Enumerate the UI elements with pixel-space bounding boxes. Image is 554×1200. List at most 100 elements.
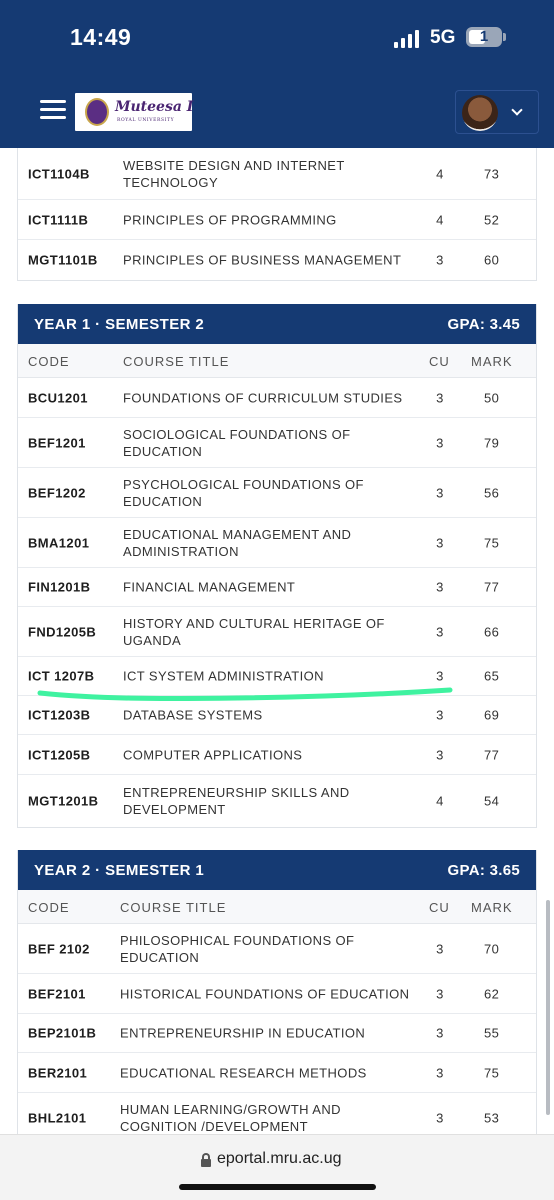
column-mark: MARK [471, 900, 513, 915]
course-title: FINANCIAL MANAGEMENT [123, 579, 296, 595]
semester-card-y1s2: YEAR 1 · SEMESTER 2 GPA: 3.45 CODE COURS… [17, 304, 537, 828]
course-code: ICT1205B [28, 747, 91, 762]
course-mark: 54 [484, 793, 500, 809]
course-title: EDUCATIONAL RESEARCH METHODS [120, 1065, 367, 1080]
course-mark: 66 [484, 624, 500, 639]
semester-gpa: GPA: 3.65 [447, 862, 520, 879]
course-code: BMA1201 [28, 535, 90, 550]
course-title: WEBSITE DESIGN AND INTERNET TECHNOLOGY [123, 157, 345, 190]
course-cu: 3 [436, 579, 444, 595]
home-indicator[interactable] [179, 1184, 376, 1190]
browser-bottom-bar: eportal.mru.ac.ug [0, 1134, 554, 1200]
logo-subtitle: ROYAL UNIVERSITY [117, 118, 175, 123]
highlight-stroke [37, 687, 453, 701]
table-row: BEF2101 HISTORICAL FOUNDATIONS OF EDUCAT… [18, 974, 536, 1014]
course-code: BEF2101 [28, 986, 86, 1001]
course-code: BHL2101 [28, 1110, 87, 1126]
course-code: ICT 1207B [28, 668, 95, 684]
table-row: FND1205B HISTORY AND CULTURAL HERITAGE O… [18, 607, 536, 657]
semester-header: YEAR 1 · SEMESTER 2 GPA: 3.45 [18, 304, 536, 344]
course-mark: 62 [484, 986, 500, 1001]
table-row: ICT1111B PRINCIPLES OF PROGRAMMING 4 52 [18, 200, 536, 240]
table-header: CODE COURSE TITLE CU MARK [18, 890, 536, 924]
course-code: MGT1201B [28, 793, 99, 809]
course-mark: 56 [484, 485, 500, 500]
avatar [462, 95, 498, 131]
course-title: COMPUTER APPLICATIONS [123, 747, 303, 762]
status-time: 14:49 [70, 24, 132, 50]
course-title: FOUNDATIONS OF CURRICULUM STUDIES [123, 390, 403, 405]
course-title: PRINCIPLES OF BUSINESS MANAGEMENT [123, 252, 402, 268]
course-code: ICT1111B [28, 212, 89, 227]
course-code: BEF1201 [28, 435, 86, 450]
table-row: BEP2101B ENTREPRENEURSHIP IN EDUCATION 3… [18, 1014, 536, 1053]
course-mark: 53 [484, 1110, 500, 1126]
course-title: SOCIOLOGICAL FOUNDATIONS OF EDUCATION [123, 426, 351, 459]
lock-icon [201, 1153, 211, 1167]
course-title: HUMAN LEARNING/GROWTH AND COGNITION /DEV… [120, 1102, 341, 1134]
results-content[interactable]: ICT1104B WEBSITE DESIGN AND INTERNET TEC… [0, 148, 554, 1134]
course-code: ICT1104B [28, 166, 90, 181]
table-row: BEF1201 SOCIOLOGICAL FOUNDATIONS OF EDUC… [18, 418, 536, 468]
course-title: HISTORICAL FOUNDATIONS OF EDUCATION [120, 986, 410, 1001]
course-cu: 4 [436, 793, 444, 809]
crest-icon [85, 98, 109, 126]
course-title: ICT SYSTEM ADMINISTRATION [123, 668, 324, 684]
column-title: COURSE TITLE [120, 900, 227, 915]
user-menu-button[interactable] [455, 90, 539, 134]
course-cu: 3 [436, 747, 444, 762]
university-logo[interactable]: Muteesa I ROYAL UNIVERSITY [75, 93, 194, 131]
table-row: ICT1205B COMPUTER APPLICATIONS 3 77 [18, 735, 536, 775]
column-mark: MARK [471, 354, 513, 369]
course-mark: 50 [484, 390, 500, 405]
url-text[interactable]: eportal.mru.ac.ug [217, 1150, 342, 1167]
course-cu: 3 [436, 668, 444, 684]
course-code: ICT1203B [28, 707, 91, 723]
course-title: PRINCIPLES OF PROGRAMMING [123, 212, 337, 227]
battery-icon: 1 [466, 27, 502, 47]
table-row: BER2101 EDUCATIONAL RESEARCH METHODS 3 7… [18, 1053, 536, 1093]
course-title: PSYCHOLOGICAL FOUNDATIONS OF EDUCATION [123, 476, 364, 509]
network-label: 5G [430, 27, 456, 48]
course-title: HISTORY AND CULTURAL HERITAGE OF UGANDA [123, 615, 385, 648]
column-cu: CU [429, 354, 450, 369]
course-cu: 4 [436, 166, 444, 181]
table-row: BEF1202 PSYCHOLOGICAL FOUNDATIONS OF EDU… [18, 468, 536, 518]
course-code: FIN1201B [28, 579, 91, 595]
course-cu: 3 [436, 707, 444, 723]
semester-title: YEAR 1 · SEMESTER 2 [34, 316, 205, 333]
course-mark: 60 [484, 252, 500, 268]
course-cu: 3 [436, 1110, 444, 1126]
course-mark: 77 [484, 579, 500, 595]
course-mark: 65 [484, 668, 500, 684]
table-row: BEF 2102 PHILOSOPHICAL FOUNDATIONS OF ED… [18, 924, 536, 974]
course-cu: 3 [436, 390, 444, 405]
table-header: CODE COURSE TITLE CU MARK [18, 344, 536, 378]
course-code: BER2101 [28, 1065, 88, 1080]
table-row: FIN1201B FINANCIAL MANAGEMENT 3 77 [18, 568, 536, 607]
table-row: ICT1203B DATABASE SYSTEMS 3 69 [18, 696, 536, 735]
course-title: ENTREPRENEURSHIP SKILLS AND DEVELOPMENT [123, 785, 350, 817]
course-code: BEF 2102 [28, 941, 90, 956]
scrollbar[interactable] [546, 900, 550, 1115]
column-code: CODE [28, 354, 70, 369]
table-row: BCU1201 FOUNDATIONS OF CURRICULUM STUDIE… [18, 378, 536, 418]
table-row: MGT1101B PRINCIPLES OF BUSINESS MANAGEME… [18, 240, 536, 280]
semester-header: YEAR 2 · SEMESTER 1 GPA: 3.65 [18, 850, 536, 890]
course-mark: 77 [484, 747, 500, 762]
course-code: BCU1201 [28, 390, 88, 405]
course-cu: 3 [436, 1065, 444, 1080]
course-title: DATABASE SYSTEMS [123, 707, 263, 723]
column-code: CODE [28, 900, 70, 915]
course-title: ENTREPRENEURSHIP IN EDUCATION [120, 1025, 366, 1041]
course-cu: 3 [436, 941, 444, 956]
course-mark: 55 [484, 1025, 500, 1041]
hamburger-menu-icon[interactable] [40, 100, 66, 120]
course-mark: 52 [484, 212, 500, 227]
course-cu: 3 [436, 485, 444, 500]
logo-name: Muteesa I [115, 99, 194, 115]
course-cu: 3 [436, 1025, 444, 1041]
course-mark: 69 [484, 707, 500, 723]
course-mark: 73 [484, 166, 500, 181]
battery-level: 1 [479, 28, 489, 45]
